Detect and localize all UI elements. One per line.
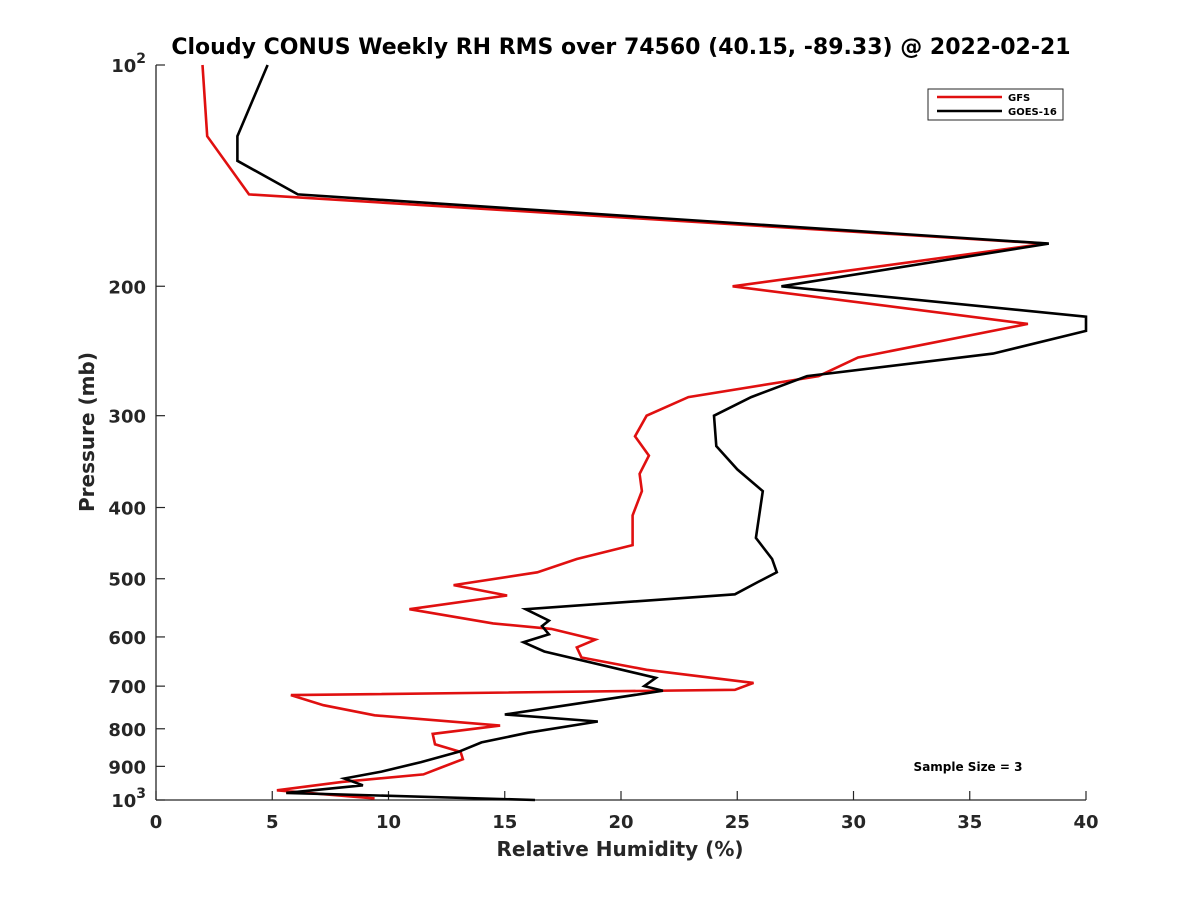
y-axis-label: Pressure (mb) — [75, 352, 99, 512]
y-tick-label: 103 — [111, 786, 146, 812]
plot-background — [156, 65, 1086, 800]
y-tick-label: 102 — [111, 51, 146, 77]
legend: GFS GOES-16 — [927, 88, 1064, 121]
y-tick-label: 300 — [108, 407, 146, 428]
y-tick-label: 900 — [108, 757, 146, 778]
x-tick-label: 20 — [608, 812, 633, 833]
x-tick-label: 35 — [957, 812, 982, 833]
legend-label: GOES-16 — [1008, 107, 1057, 118]
x-tick-label: 10 — [376, 812, 401, 833]
x-tick-label: 0 — [150, 812, 163, 833]
y-tick-label: 800 — [108, 720, 146, 741]
y-axis-ticks: 102 200 300 400 500 600 700 800 900 103 — [108, 51, 165, 812]
y-tick-label: 400 — [108, 499, 146, 520]
x-axis-ticks: 0 5 10 15 20 25 30 35 40 — [150, 791, 1099, 833]
y-tick-label: 200 — [108, 277, 146, 298]
series-line-goes-16 — [236, 64, 1088, 802]
y-tick-label: 600 — [108, 628, 146, 649]
sample-size-annotation: Sample Size = 3 — [914, 760, 1023, 774]
y-tick-label: 500 — [108, 570, 146, 591]
x-tick-label: 40 — [1073, 812, 1098, 833]
plot-area — [156, 65, 1086, 800]
legend-box — [927, 88, 1064, 121]
x-tick-label: 30 — [841, 812, 866, 833]
legend-label: GFS — [1008, 93, 1030, 104]
x-axis-label: Relative Humidity (%) — [496, 837, 743, 861]
chart-title: Cloudy CONUS Weekly RH RMS over 74560 (4… — [171, 35, 1070, 60]
y-tick-label: 700 — [108, 677, 146, 698]
series-lines — [201, 64, 1088, 802]
x-tick-label: 15 — [492, 812, 517, 833]
x-tick-label: 25 — [725, 812, 750, 833]
x-tick-label: 5 — [266, 812, 279, 833]
